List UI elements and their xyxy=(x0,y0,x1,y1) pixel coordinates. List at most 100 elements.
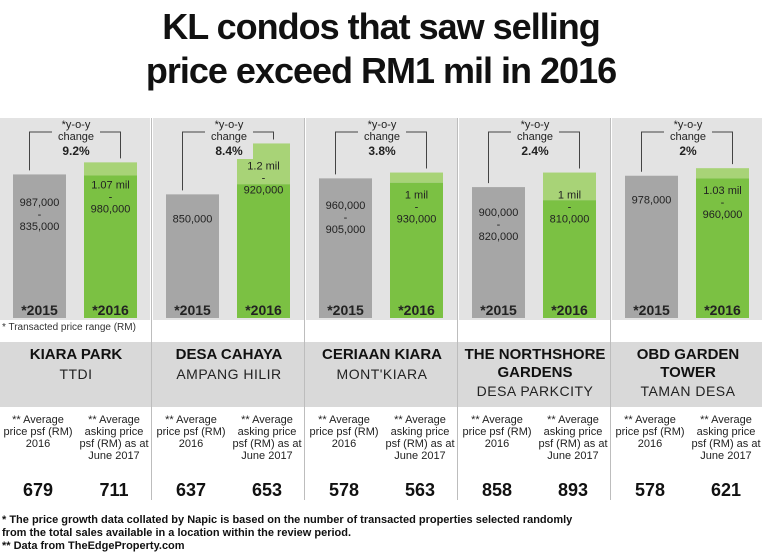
transacted-price-note: * Transacted price range (RM) xyxy=(2,322,136,333)
bar-2015 xyxy=(472,187,525,318)
yoy-value: 9.2% xyxy=(62,144,90,158)
avg-price-label: ** Average price psf (RM) 2016 xyxy=(462,414,532,450)
year-label-2015: *2015 xyxy=(633,302,670,318)
yoy-label: *y-o-y xyxy=(674,119,703,131)
project-name: DESA CAHAYA xyxy=(175,346,283,363)
yoy-label: *y-o-y xyxy=(521,119,550,131)
yoy-label: change xyxy=(58,131,94,143)
project-area: TTDI xyxy=(59,366,93,382)
bar-2016 xyxy=(84,175,137,318)
range-label-2016: - xyxy=(721,197,725,209)
range-label-2015: 850,000 xyxy=(173,213,213,225)
avg-price-label: ** Average price psf (RM) 2016 xyxy=(615,414,685,450)
range-label-2016: - xyxy=(262,172,266,184)
yoy-value: 2.4% xyxy=(521,144,549,158)
year-label-2016: *2016 xyxy=(245,302,282,318)
bar-2016-range xyxy=(696,168,749,179)
chart-title-line2: price exceed RM1 mil in 2016 xyxy=(145,50,617,91)
project-area: AMPANG HILIR xyxy=(176,366,282,382)
avg-price-value: 637 xyxy=(175,480,207,500)
asking-price-value: 893 xyxy=(557,480,589,500)
bar-2016 xyxy=(543,200,596,318)
yoy-label: *y-o-y xyxy=(215,119,244,131)
year-label-2015: *2015 xyxy=(21,302,58,318)
year-label-2015: *2015 xyxy=(174,302,211,318)
range-label-2016: 1 mil xyxy=(405,190,428,202)
year-label-2016: *2016 xyxy=(398,302,435,318)
bar-2015 xyxy=(166,194,219,318)
avg-price-value: 578 xyxy=(328,480,360,500)
yoy-label: change xyxy=(211,131,247,143)
column-divider xyxy=(304,118,305,500)
asking-price-label: ** Average asking price psf (RM) as at J… xyxy=(79,414,149,462)
column-divider xyxy=(151,118,152,500)
yoy-label-bg xyxy=(205,119,253,159)
avg-price-value: 858 xyxy=(481,480,513,500)
range-label-2015: 900,000 xyxy=(479,207,519,219)
range-label-2016: - xyxy=(568,202,572,214)
yoy-label: change xyxy=(517,131,553,143)
year-label-2016: *2016 xyxy=(704,302,741,318)
project-name: THE NORTHSHORE GARDENS xyxy=(464,346,606,381)
yoy-label-bg xyxy=(664,119,712,159)
bar-2015 xyxy=(13,174,66,318)
year-label-2016: *2016 xyxy=(551,302,588,318)
project-name: CERIAAN KIARA xyxy=(322,346,442,363)
range-label-2015: - xyxy=(497,219,501,231)
year-label-2015: *2015 xyxy=(327,302,364,318)
range-label-2016: 1 mil xyxy=(558,190,581,202)
yoy-label-bg xyxy=(511,119,559,159)
footnote-napic: * The price growth data collated by Napi… xyxy=(2,514,573,526)
avg-price-value: 679 xyxy=(22,480,54,500)
yoy-label: *y-o-y xyxy=(368,119,397,131)
bar-2016 xyxy=(696,178,749,318)
range-label-2016: 1.03 mil xyxy=(703,185,742,197)
asking-price-value: 621 xyxy=(710,480,742,500)
avg-price-label: ** Average price psf (RM) 2016 xyxy=(309,414,379,450)
yoy-label: change xyxy=(364,131,400,143)
project-name: OBD GARDEN TOWER xyxy=(636,346,740,381)
yoy-label-bg xyxy=(358,119,406,159)
chart-title-line1: KL condos that saw selling xyxy=(162,6,600,47)
range-label-2015: 820,000 xyxy=(479,231,519,243)
project-name: KIARA PARK xyxy=(29,346,123,363)
range-label-2016: 1.07 mil xyxy=(91,179,130,191)
bar-2016 xyxy=(390,182,443,318)
project-name-band xyxy=(0,342,762,407)
column-divider xyxy=(610,118,611,500)
asking-price-label: ** Average asking price psf (RM) as at J… xyxy=(538,414,608,462)
project-area: TAMAN DESA xyxy=(640,383,736,399)
bar-2016-range xyxy=(390,172,443,183)
range-label-2015: 978,000 xyxy=(632,195,672,207)
project-area: DESA PARKCITY xyxy=(476,383,594,399)
range-label-2016: - xyxy=(109,191,113,203)
asking-price-label: ** Average asking price psf (RM) as at J… xyxy=(385,414,455,462)
project-area: MONT'KIARA xyxy=(336,366,428,382)
range-label-2016: 980,000 xyxy=(91,203,131,215)
yoy-label: change xyxy=(670,131,706,143)
range-label-2016: 930,000 xyxy=(397,214,437,226)
bar-2016-range xyxy=(543,172,596,201)
asking-price-label: ** Average asking price psf (RM) as at J… xyxy=(232,414,302,462)
yoy-value: 2% xyxy=(679,144,697,158)
avg-price-label: ** Average price psf (RM) 2016 xyxy=(3,414,73,450)
asking-price-value: 563 xyxy=(404,480,436,500)
bar-2015 xyxy=(625,175,678,318)
asking-price-label: ** Average asking price psf (RM) as at J… xyxy=(691,414,761,462)
column-divider xyxy=(457,118,458,500)
range-label-2015: 905,000 xyxy=(326,224,366,236)
yoy-label: *y-o-y xyxy=(62,119,91,131)
asking-price-value: 711 xyxy=(99,480,129,500)
range-label-2015: - xyxy=(344,212,348,224)
year-label-2016: *2016 xyxy=(92,302,129,318)
yoy-label-bg xyxy=(52,119,100,159)
yoy-value: 8.4% xyxy=(215,144,243,158)
range-label-2015: 987,000 xyxy=(20,197,60,209)
range-label-2016: 1.2 mil xyxy=(247,160,279,172)
yoy-value: 3.8% xyxy=(368,144,396,158)
year-label-2015: *2015 xyxy=(480,302,517,318)
range-label-2016: 960,000 xyxy=(703,209,743,221)
range-label-2015: - xyxy=(38,209,42,221)
range-label-2015: 835,000 xyxy=(20,221,60,233)
